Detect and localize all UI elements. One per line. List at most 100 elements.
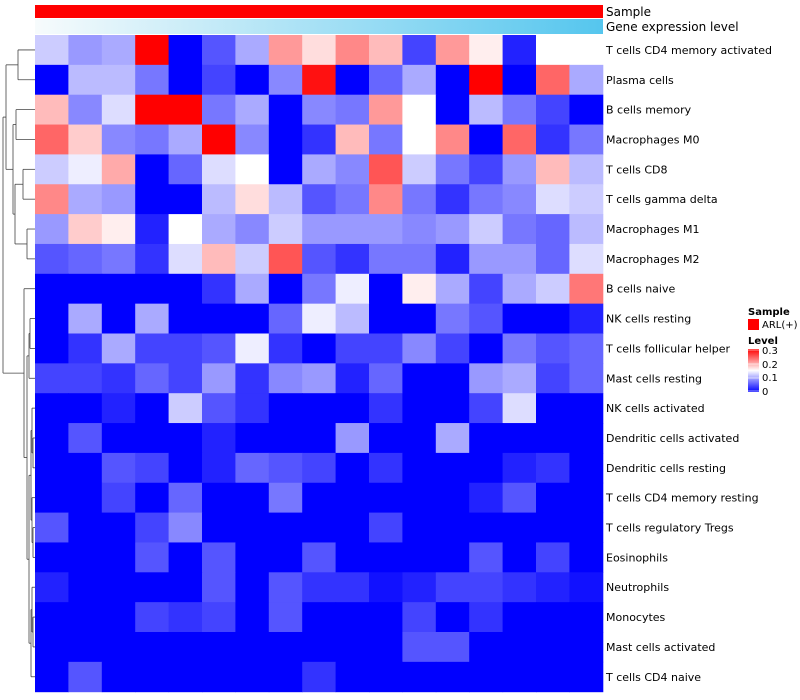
heatmap-cell: [168, 572, 203, 603]
heatmap-cell: [435, 333, 470, 364]
heatmap-cell: [101, 542, 136, 573]
heatmap-cell: [469, 243, 504, 275]
heatmap-cell: [35, 214, 69, 245]
heatmap-cell: [68, 572, 103, 603]
heatmap-cell: [268, 303, 303, 334]
heatmap-cell: [369, 542, 403, 573]
heatmap-cell: [235, 303, 270, 334]
heatmap-cell: [502, 482, 537, 514]
heatmap-cell: [235, 452, 270, 484]
row-label: Macrophages M1: [606, 223, 699, 236]
row-label: T cells follicular helper: [605, 342, 731, 355]
row-label: T cells CD4 naive: [605, 671, 701, 684]
heatmap-cell: [402, 452, 437, 484]
heatmap-cell: [335, 393, 370, 424]
heatmap-cell: [235, 273, 270, 305]
heatmap-cell: [135, 303, 170, 334]
heatmap-cell: [536, 363, 570, 394]
heatmap-cell: [469, 35, 504, 66]
heatmap-cell: [235, 35, 270, 66]
heatmap-cell: [536, 214, 570, 245]
row-label: Neutrophils: [606, 581, 669, 594]
heatmap-cell: [435, 602, 470, 633]
heatmap-cell: [369, 214, 403, 245]
heatmap-cell: [268, 94, 303, 126]
heatmap-cell: [536, 393, 570, 424]
heatmap-cell: [502, 572, 537, 603]
heatmap-cell: [502, 632, 537, 663]
heatmap-cell: [335, 243, 370, 275]
heatmap-cell: [235, 184, 270, 215]
row-label: NK cells activated: [606, 402, 705, 415]
heatmap-cell: [235, 512, 270, 543]
row-dendrogram: [2, 49, 35, 678]
heatmap-cell: [268, 124, 303, 155]
heatmap-cell: [335, 542, 370, 573]
heatmap-cell: [101, 303, 136, 334]
heatmap-cell: [469, 393, 504, 424]
heatmap-cell: [469, 452, 504, 484]
heatmap-cell: [569, 154, 604, 185]
heatmap-cell: [101, 661, 136, 693]
heatmap-cell: [235, 482, 270, 514]
heatmap-cell: [569, 363, 604, 394]
heatmap-cell: [335, 124, 370, 155]
heatmap-cell: [335, 303, 370, 334]
heatmap-cell: [235, 363, 270, 394]
heatmap-cell: [168, 184, 203, 215]
heatmap-cell: [502, 154, 537, 185]
row-label: Macrophages M2: [606, 253, 699, 266]
heatmap-cell: [168, 94, 203, 126]
heatmap-cell: [268, 333, 303, 364]
heatmap-cell: [402, 572, 437, 603]
heatmap-cell: [402, 154, 437, 185]
heatmap-cell: [235, 393, 270, 424]
legend-title-level: Level: [748, 336, 778, 347]
heatmap-cell: [469, 572, 504, 603]
heatmap-cell: [335, 214, 370, 245]
heatmap-cell: [536, 632, 570, 663]
heatmap-cell: [536, 64, 570, 96]
heatmap-cell: [235, 542, 270, 573]
heatmap-cell: [168, 154, 203, 185]
heatmap-cell: [402, 214, 437, 245]
heatmap-cell: [435, 452, 470, 484]
heatmap-cell: [335, 64, 370, 96]
heatmap-cell: [302, 64, 337, 96]
heatmap-cell: [235, 661, 270, 693]
heatmap-cell: [469, 333, 504, 364]
heatmap-cell: [569, 214, 604, 245]
heatmap-cell: [202, 572, 236, 603]
heatmap-cell: [469, 184, 504, 215]
heatmap-cell: [202, 452, 236, 484]
legend: Sample ARL(+) Level 0.3 0.2 0.1 0: [748, 307, 798, 398]
heatmap-cell: [536, 482, 570, 514]
heatmap-cell: [135, 482, 170, 514]
heatmap-cell: [536, 602, 570, 633]
heatmap-cell: [536, 333, 570, 364]
heatmap-cell: [402, 393, 437, 424]
heatmap-cell: [469, 124, 504, 155]
heatmap-cell: [101, 512, 136, 543]
heatmap-cell: [469, 482, 504, 514]
heatmap-cell: [202, 393, 236, 424]
heatmap-cell: [335, 35, 370, 66]
heatmap-cell: [135, 333, 170, 364]
heatmap-cell: [435, 35, 470, 66]
heatmap-cell: [369, 572, 403, 603]
heatmap-cell: [569, 333, 604, 364]
legend-title-sample: Sample: [748, 307, 790, 318]
heatmap-cell: [68, 124, 103, 155]
heatmap-cell: [469, 273, 504, 305]
heatmap-cell: [335, 363, 370, 394]
heatmap-cell: [536, 542, 570, 573]
legend-swatch-arl: [748, 319, 759, 330]
heatmap-cell: [569, 303, 604, 334]
heatmap-cell: [101, 363, 136, 394]
heatmap-cell: [402, 423, 437, 454]
heatmap-cell: [68, 661, 103, 693]
heatmap-cell: [168, 632, 203, 663]
heatmap-cell: [135, 35, 170, 66]
heatmap-cell: [168, 393, 203, 424]
